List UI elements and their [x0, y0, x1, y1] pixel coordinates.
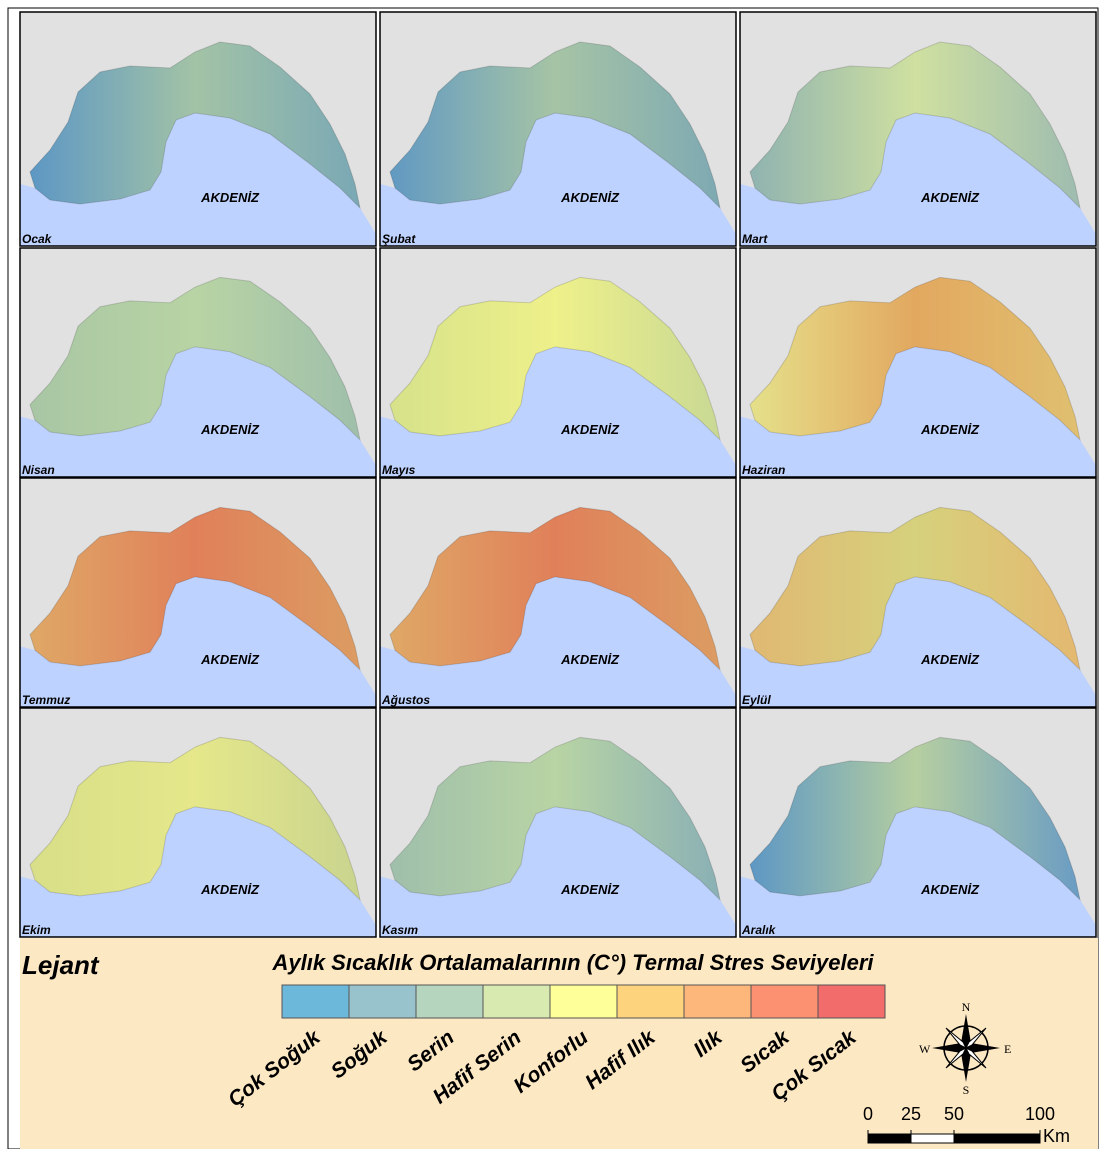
map-panel: AKDENİZ Ağustos	[380, 478, 736, 707]
legend-swatch	[282, 985, 349, 1018]
map-panel: AKDENİZ Aralık	[740, 708, 1096, 937]
legend-swatch	[483, 985, 550, 1018]
map-panel: AKDENİZ Mart	[740, 12, 1096, 246]
compass-n: N	[962, 1000, 971, 1014]
legend-swatch	[416, 985, 483, 1018]
sea-label: AKDENİZ	[200, 190, 260, 205]
month-label: Haziran	[742, 463, 785, 477]
sea-label: AKDENİZ	[200, 422, 260, 437]
scale-tick-label: 50	[944, 1104, 964, 1124]
month-label: Ocak	[22, 232, 53, 246]
map-panel: AKDENİZ Eylül	[740, 478, 1096, 707]
month-label: Temmuz	[22, 693, 70, 707]
month-label: Şubat	[382, 232, 416, 246]
month-label: Kasım	[382, 923, 418, 937]
month-label: Ekim	[22, 923, 51, 937]
map-panel: AKDENİZ Mayıs	[380, 248, 736, 477]
compass-w: W	[919, 1042, 931, 1056]
map-panel: AKDENİZ Ocak	[20, 12, 376, 246]
compass-s: S	[963, 1083, 970, 1097]
scale-tick-label: 0	[863, 1104, 873, 1124]
legend-swatch	[751, 985, 818, 1018]
legend-swatch	[684, 985, 751, 1018]
scale-unit: Km	[1043, 1126, 1070, 1146]
scale-segment	[868, 1134, 911, 1143]
scale-tick-label: 100	[1025, 1104, 1055, 1124]
scale-segment	[911, 1134, 954, 1143]
sea-label: AKDENİZ	[920, 652, 980, 667]
sea-label: AKDENİZ	[560, 190, 620, 205]
map-panel: AKDENİZ Ekim	[20, 708, 376, 937]
legend-title: Lejant	[22, 950, 100, 980]
sea-label: AKDENİZ	[200, 882, 260, 897]
sea-label: AKDENİZ	[560, 882, 620, 897]
scale-tick-label: 25	[901, 1104, 921, 1124]
month-label: Mart	[742, 232, 768, 246]
sea-label: AKDENİZ	[920, 882, 980, 897]
sea-label: AKDENİZ	[560, 652, 620, 667]
month-label: Mayıs	[382, 463, 416, 477]
sea-label: AKDENİZ	[920, 190, 980, 205]
sea-label: AKDENİZ	[920, 422, 980, 437]
map-panel: AKDENİZ Şubat	[380, 12, 736, 246]
map-panel: AKDENİZ Kasım	[380, 708, 736, 937]
legend-swatch	[349, 985, 416, 1018]
sea-label: AKDENİZ	[200, 652, 260, 667]
map-panel: AKDENİZ Nisan	[20, 248, 376, 477]
scale-segment	[954, 1134, 1040, 1143]
legend-swatch	[818, 985, 885, 1018]
legend-heading: Aylık Sıcaklık Ortalamalarının (C°) Term…	[271, 950, 874, 975]
month-label: Ağustos	[381, 693, 430, 707]
map-figure: Lejant Aylık Sıcaklık Ortalamalarının (C…	[0, 0, 1107, 1149]
map-panel: AKDENİZ Temmuz	[20, 478, 376, 707]
map-panel: AKDENİZ Haziran	[740, 248, 1096, 477]
compass-e: E	[1004, 1042, 1011, 1056]
sea-label: AKDENİZ	[560, 422, 620, 437]
legend-swatch	[550, 985, 617, 1018]
month-label: Nisan	[22, 463, 55, 477]
legend-swatch	[617, 985, 684, 1018]
month-label: Eylül	[742, 693, 771, 707]
month-label: Aralık	[741, 923, 777, 937]
